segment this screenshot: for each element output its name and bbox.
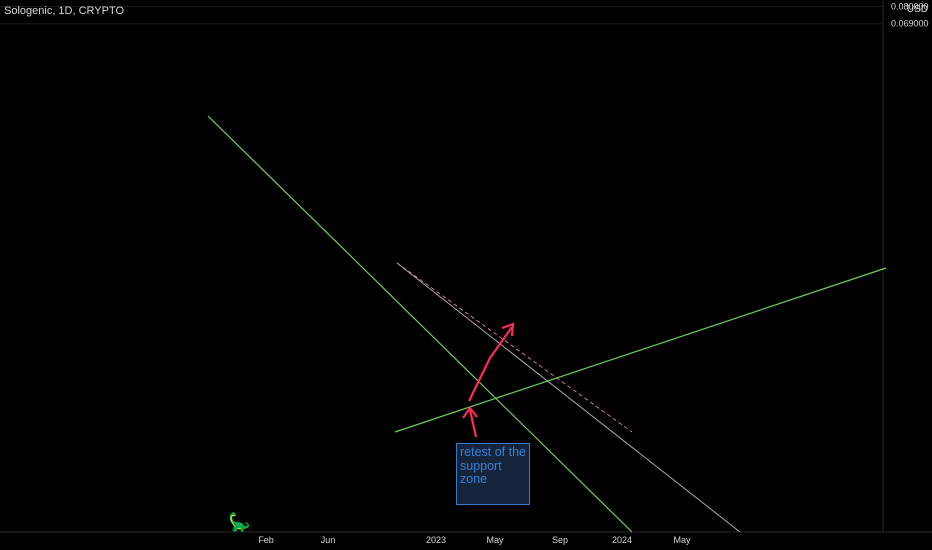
retest-annotation[interactable]: retest of the support zone [456, 443, 530, 505]
x-tick-label: 2024 [612, 535, 632, 545]
projection-arrowhead [501, 322, 515, 337]
dashed-trendline [396, 262, 633, 433]
x-tick-label: 2023 [426, 535, 446, 545]
y-tick-label: 0.080000 [891, 1, 929, 11]
projection-arrow [468, 326, 513, 402]
symbol-title: Sologenic, 1D, CRYPTO [4, 5, 125, 17]
x-tick-label: Sep [552, 535, 568, 545]
descending-trendline-2 [396, 262, 741, 533]
y-tick-label: 0.069000 [891, 19, 929, 29]
retest-arrow [468, 409, 478, 438]
ascending-support-line [394, 267, 887, 433]
x-tick-label: Jun [321, 535, 336, 545]
currency-label: USD [906, 4, 928, 15]
descending-trendline [207, 115, 633, 533]
x-tick-label: May [673, 535, 691, 545]
retest-arrowhead [462, 406, 478, 419]
x-tick-label: May [486, 535, 504, 545]
tradingview-logo-icon: 🦕 [228, 511, 250, 533]
x-tick-label: Feb [258, 535, 274, 545]
